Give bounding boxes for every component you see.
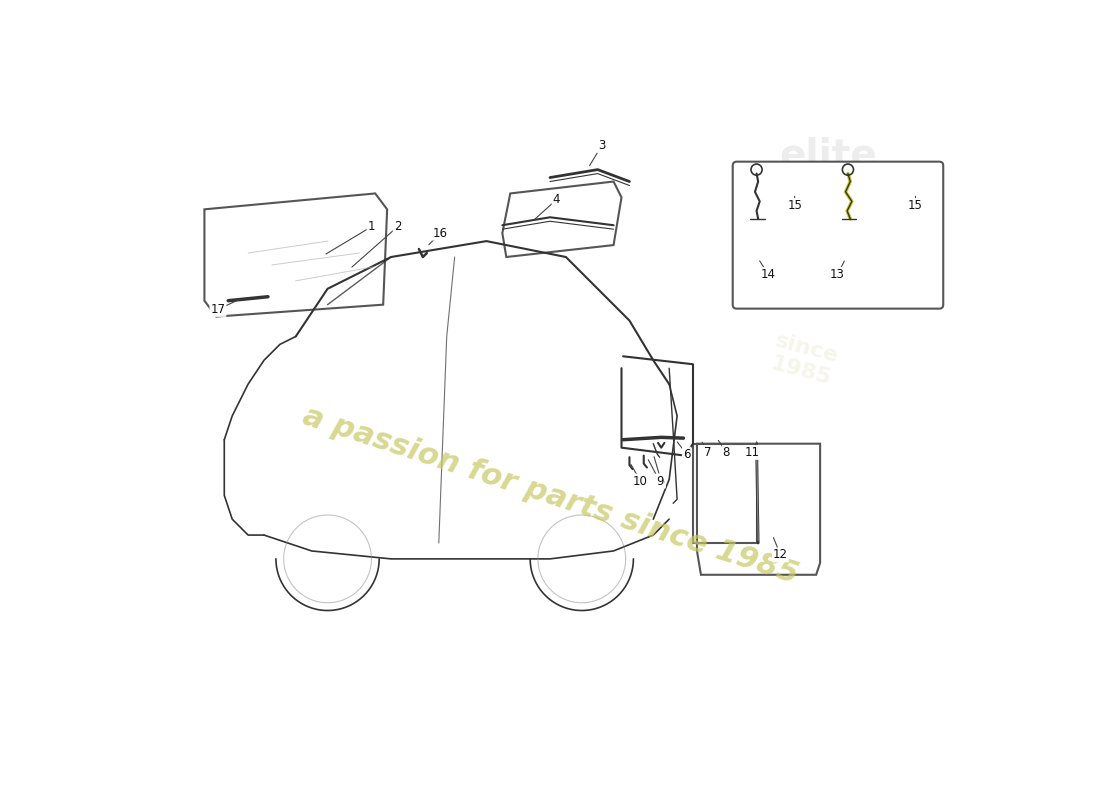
- Text: 10: 10: [634, 474, 648, 487]
- Text: 3: 3: [598, 139, 605, 152]
- FancyBboxPatch shape: [733, 162, 944, 309]
- Text: 9: 9: [656, 474, 663, 487]
- Text: 4: 4: [552, 194, 560, 206]
- Text: 16: 16: [433, 226, 448, 240]
- Text: 15: 15: [908, 199, 923, 212]
- Text: 8: 8: [723, 446, 730, 459]
- Text: since
1985: since 1985: [767, 331, 842, 390]
- Text: 12: 12: [773, 549, 788, 562]
- Text: elite
sports: elite sports: [759, 137, 898, 218]
- Text: 2: 2: [394, 220, 402, 234]
- Text: 6: 6: [683, 447, 691, 461]
- Text: 5: 5: [658, 474, 664, 487]
- Text: 1: 1: [367, 220, 375, 234]
- Text: 14: 14: [761, 268, 776, 281]
- Text: a passion for parts since 1985: a passion for parts since 1985: [298, 402, 802, 590]
- Text: 15: 15: [788, 199, 802, 212]
- Text: 17: 17: [210, 303, 225, 316]
- Text: 11: 11: [745, 446, 760, 459]
- Text: 7: 7: [704, 446, 711, 459]
- Text: 13: 13: [830, 268, 845, 281]
